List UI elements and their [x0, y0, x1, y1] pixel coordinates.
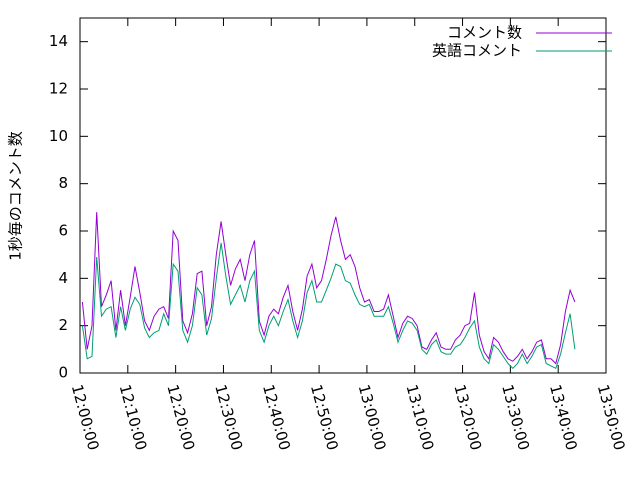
series-line: [81, 242, 576, 370]
y-tick-label: 12: [49, 80, 68, 98]
y-axis-label: 1秒毎のコメント数: [7, 131, 25, 261]
plot-frame: [79, 17, 607, 374]
legend-label: 英語コメント: [432, 42, 522, 60]
y-tick-label: 10: [49, 127, 68, 145]
y-tick-label: 6: [58, 222, 68, 240]
y-tick-label: 4: [58, 269, 68, 287]
x-tick-label: 13:30:00: [498, 383, 533, 453]
x-tick-label: 12:40:00: [259, 383, 294, 453]
x-tick-label: 13:00:00: [355, 383, 390, 453]
x-tick-label: 13:50:00: [594, 383, 629, 453]
legend-label: コメント数: [447, 24, 522, 42]
series-line: [81, 212, 576, 365]
y-tick-label: 2: [58, 316, 68, 334]
x-tick-label: 13:20:00: [450, 383, 485, 453]
x-tick-label: 12:50:00: [307, 383, 342, 453]
x-tick-label: 12:00:00: [68, 383, 103, 453]
y-tick-label: 14: [49, 32, 68, 50]
x-tick-label: 12:20:00: [163, 383, 198, 453]
x-tick-label: 13:40:00: [546, 383, 581, 453]
x-tick-label: 12:10:00: [116, 383, 151, 453]
y-tick-label: 0: [58, 364, 68, 382]
y-tick-label: 8: [58, 174, 68, 192]
x-tick-label: 12:30:00: [211, 383, 246, 453]
x-tick-label: 13:10:00: [403, 383, 438, 453]
